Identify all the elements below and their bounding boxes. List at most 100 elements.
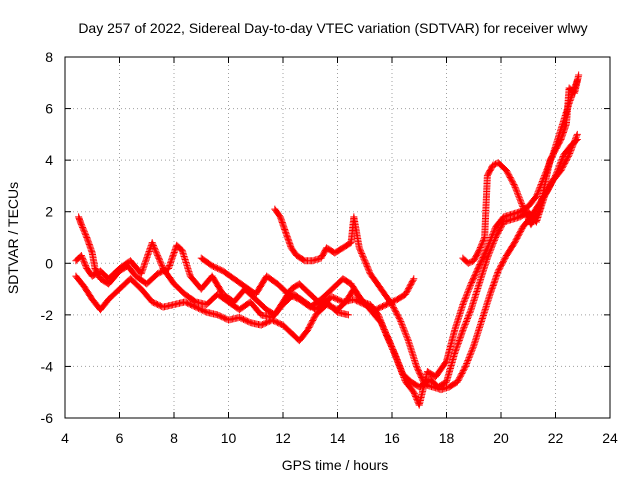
data-point — [396, 316, 404, 324]
interpolated-points — [367, 271, 384, 292]
y-tick-label: 6 — [45, 101, 53, 117]
data-point — [462, 362, 470, 370]
interpolated-points — [296, 328, 311, 343]
interpolated-points — [277, 214, 289, 235]
interpolated-points — [459, 307, 474, 333]
interpolated-points — [294, 252, 308, 264]
data-point — [77, 221, 85, 229]
chart-title: Day 257 of 2022, Sidereal Day-to-day VTE… — [78, 20, 587, 36]
data-point — [459, 326, 467, 334]
interpolated-points — [490, 159, 501, 169]
interpolated-points — [125, 263, 139, 279]
interpolated-points — [275, 281, 291, 297]
interpolated-points — [231, 276, 248, 290]
interpolated-points — [481, 173, 491, 240]
data-point — [410, 275, 418, 283]
data-point — [165, 264, 173, 272]
interpolated-points — [511, 183, 526, 209]
grid-lines — [65, 57, 610, 418]
interpolated-points — [253, 296, 270, 313]
interpolated-points — [462, 343, 477, 369]
interpolated-points — [270, 317, 286, 328]
interpolated-points — [454, 364, 469, 384]
y-tick-label: 0 — [45, 255, 53, 271]
data-point — [393, 357, 401, 365]
interpolated-points — [304, 312, 319, 333]
interpolated-points — [318, 286, 335, 302]
interpolated-points — [413, 364, 428, 387]
interpolated-points — [541, 158, 554, 188]
interpolated-points — [335, 299, 349, 313]
interpolated-points — [552, 153, 567, 178]
interpolated-points — [459, 281, 474, 307]
x-tick-label: 22 — [548, 430, 564, 446]
interpolated-points — [544, 173, 559, 194]
interpolated-points — [199, 255, 215, 269]
interpolated-points — [367, 302, 381, 318]
data-point — [483, 254, 491, 262]
interpolated-points — [493, 214, 507, 230]
interpolated-points — [470, 318, 485, 348]
interpolated-points — [394, 359, 409, 384]
interpolated-points — [73, 273, 87, 289]
interpolated-points — [89, 251, 99, 271]
data-point — [178, 246, 186, 254]
interpolated-points — [165, 243, 180, 271]
interpolated-points — [378, 320, 393, 343]
interpolated-points — [547, 147, 559, 163]
interpolated-points — [495, 160, 509, 173]
interpolated-points — [106, 268, 122, 287]
interpolated-points — [557, 121, 570, 142]
interpolated-points — [78, 253, 90, 271]
series-track-6 — [459, 71, 583, 267]
interpolated-points — [308, 296, 324, 310]
interpolated-points — [395, 291, 408, 303]
interpolated-points — [332, 245, 346, 256]
interpolated-points — [487, 269, 502, 297]
interpolated-points — [182, 291, 199, 305]
interpolated-points — [451, 302, 466, 333]
interpolated-points — [403, 379, 417, 395]
interpolated-points — [460, 255, 471, 266]
interpolated-points — [484, 235, 499, 261]
interpolated-points — [182, 299, 198, 310]
x-tick-label: 16 — [384, 430, 400, 446]
x-tick-label: 14 — [330, 430, 346, 446]
data-point — [552, 172, 559, 180]
interpolated-points — [561, 142, 575, 158]
interpolated-points — [356, 245, 374, 276]
interpolated-points — [536, 183, 548, 214]
y-tick-label: -4 — [41, 358, 54, 374]
interpolated-points — [476, 235, 488, 253]
interpolated-points — [286, 291, 302, 303]
series-layer — [72, 71, 583, 409]
interpolated-points — [144, 271, 161, 287]
interpolated-points — [367, 307, 384, 325]
interpolated-points — [78, 222, 90, 240]
data-point — [511, 239, 519, 247]
y-tick-label: 2 — [45, 204, 53, 220]
interpolated-points — [348, 281, 362, 299]
interpolated-points — [492, 219, 507, 240]
interpolated-points — [558, 152, 572, 173]
interpolated-points — [478, 292, 494, 322]
interpolated-points — [340, 276, 354, 287]
series-track-5 — [271, 136, 581, 394]
interpolated-points — [386, 338, 401, 364]
interpolated-points — [476, 256, 491, 286]
interpolated-points — [433, 359, 450, 379]
data-point — [459, 301, 467, 309]
interpolated-points — [484, 163, 496, 178]
x-tick-label: 20 — [493, 430, 509, 446]
data-point — [483, 244, 491, 252]
x-tick-label: 24 — [602, 430, 618, 446]
data-point — [385, 337, 393, 345]
data-point — [388, 301, 396, 309]
interpolated-points — [443, 328, 458, 364]
interpolated-points — [288, 245, 300, 258]
data-point — [573, 136, 581, 144]
interpolated-points — [174, 242, 185, 253]
interpolated-points — [402, 276, 417, 297]
